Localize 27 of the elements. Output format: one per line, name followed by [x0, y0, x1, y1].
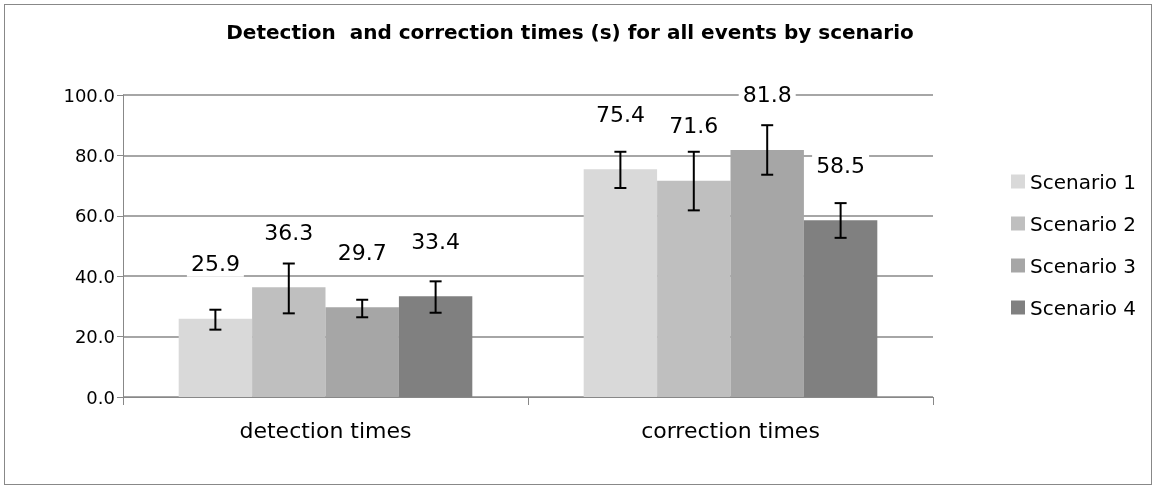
y-tick-label: 80.0 [74, 144, 115, 166]
bar [178, 318, 253, 397]
legend-label: Scenario 4 [1029, 295, 1137, 320]
y-tick-label: 0.0 [86, 386, 115, 408]
bar [325, 307, 399, 397]
data-label: 58.5 [816, 152, 866, 178]
x-tick-label: correction times [641, 417, 820, 443]
legend-label: Scenario 3 [1029, 253, 1137, 278]
chart-title: Detection and correction times (s) for all events by scenario [226, 20, 914, 44]
data-label: 71.6 [669, 113, 719, 139]
data-label: 81.8 [742, 82, 792, 108]
data-label: 33.4 [411, 228, 461, 254]
y-tick-label: 20.0 [74, 326, 115, 348]
legend-label: Scenario 1 [1029, 169, 1137, 194]
data-label: 36.3 [264, 219, 314, 245]
x-tick-label: detection times [239, 417, 412, 443]
legend-label: Scenario 2 [1029, 211, 1137, 236]
data-label: 25.9 [190, 251, 240, 277]
bar [252, 287, 326, 397]
bar [657, 180, 731, 397]
y-tick-label: 40.0 [74, 265, 115, 287]
bar [583, 169, 658, 397]
y-tick-label: 100.0 [63, 84, 115, 106]
bar [730, 149, 804, 397]
y-tick-label: 60.0 [74, 205, 115, 227]
data-label: 75.4 [595, 101, 645, 127]
data-label: 29.7 [337, 239, 387, 265]
